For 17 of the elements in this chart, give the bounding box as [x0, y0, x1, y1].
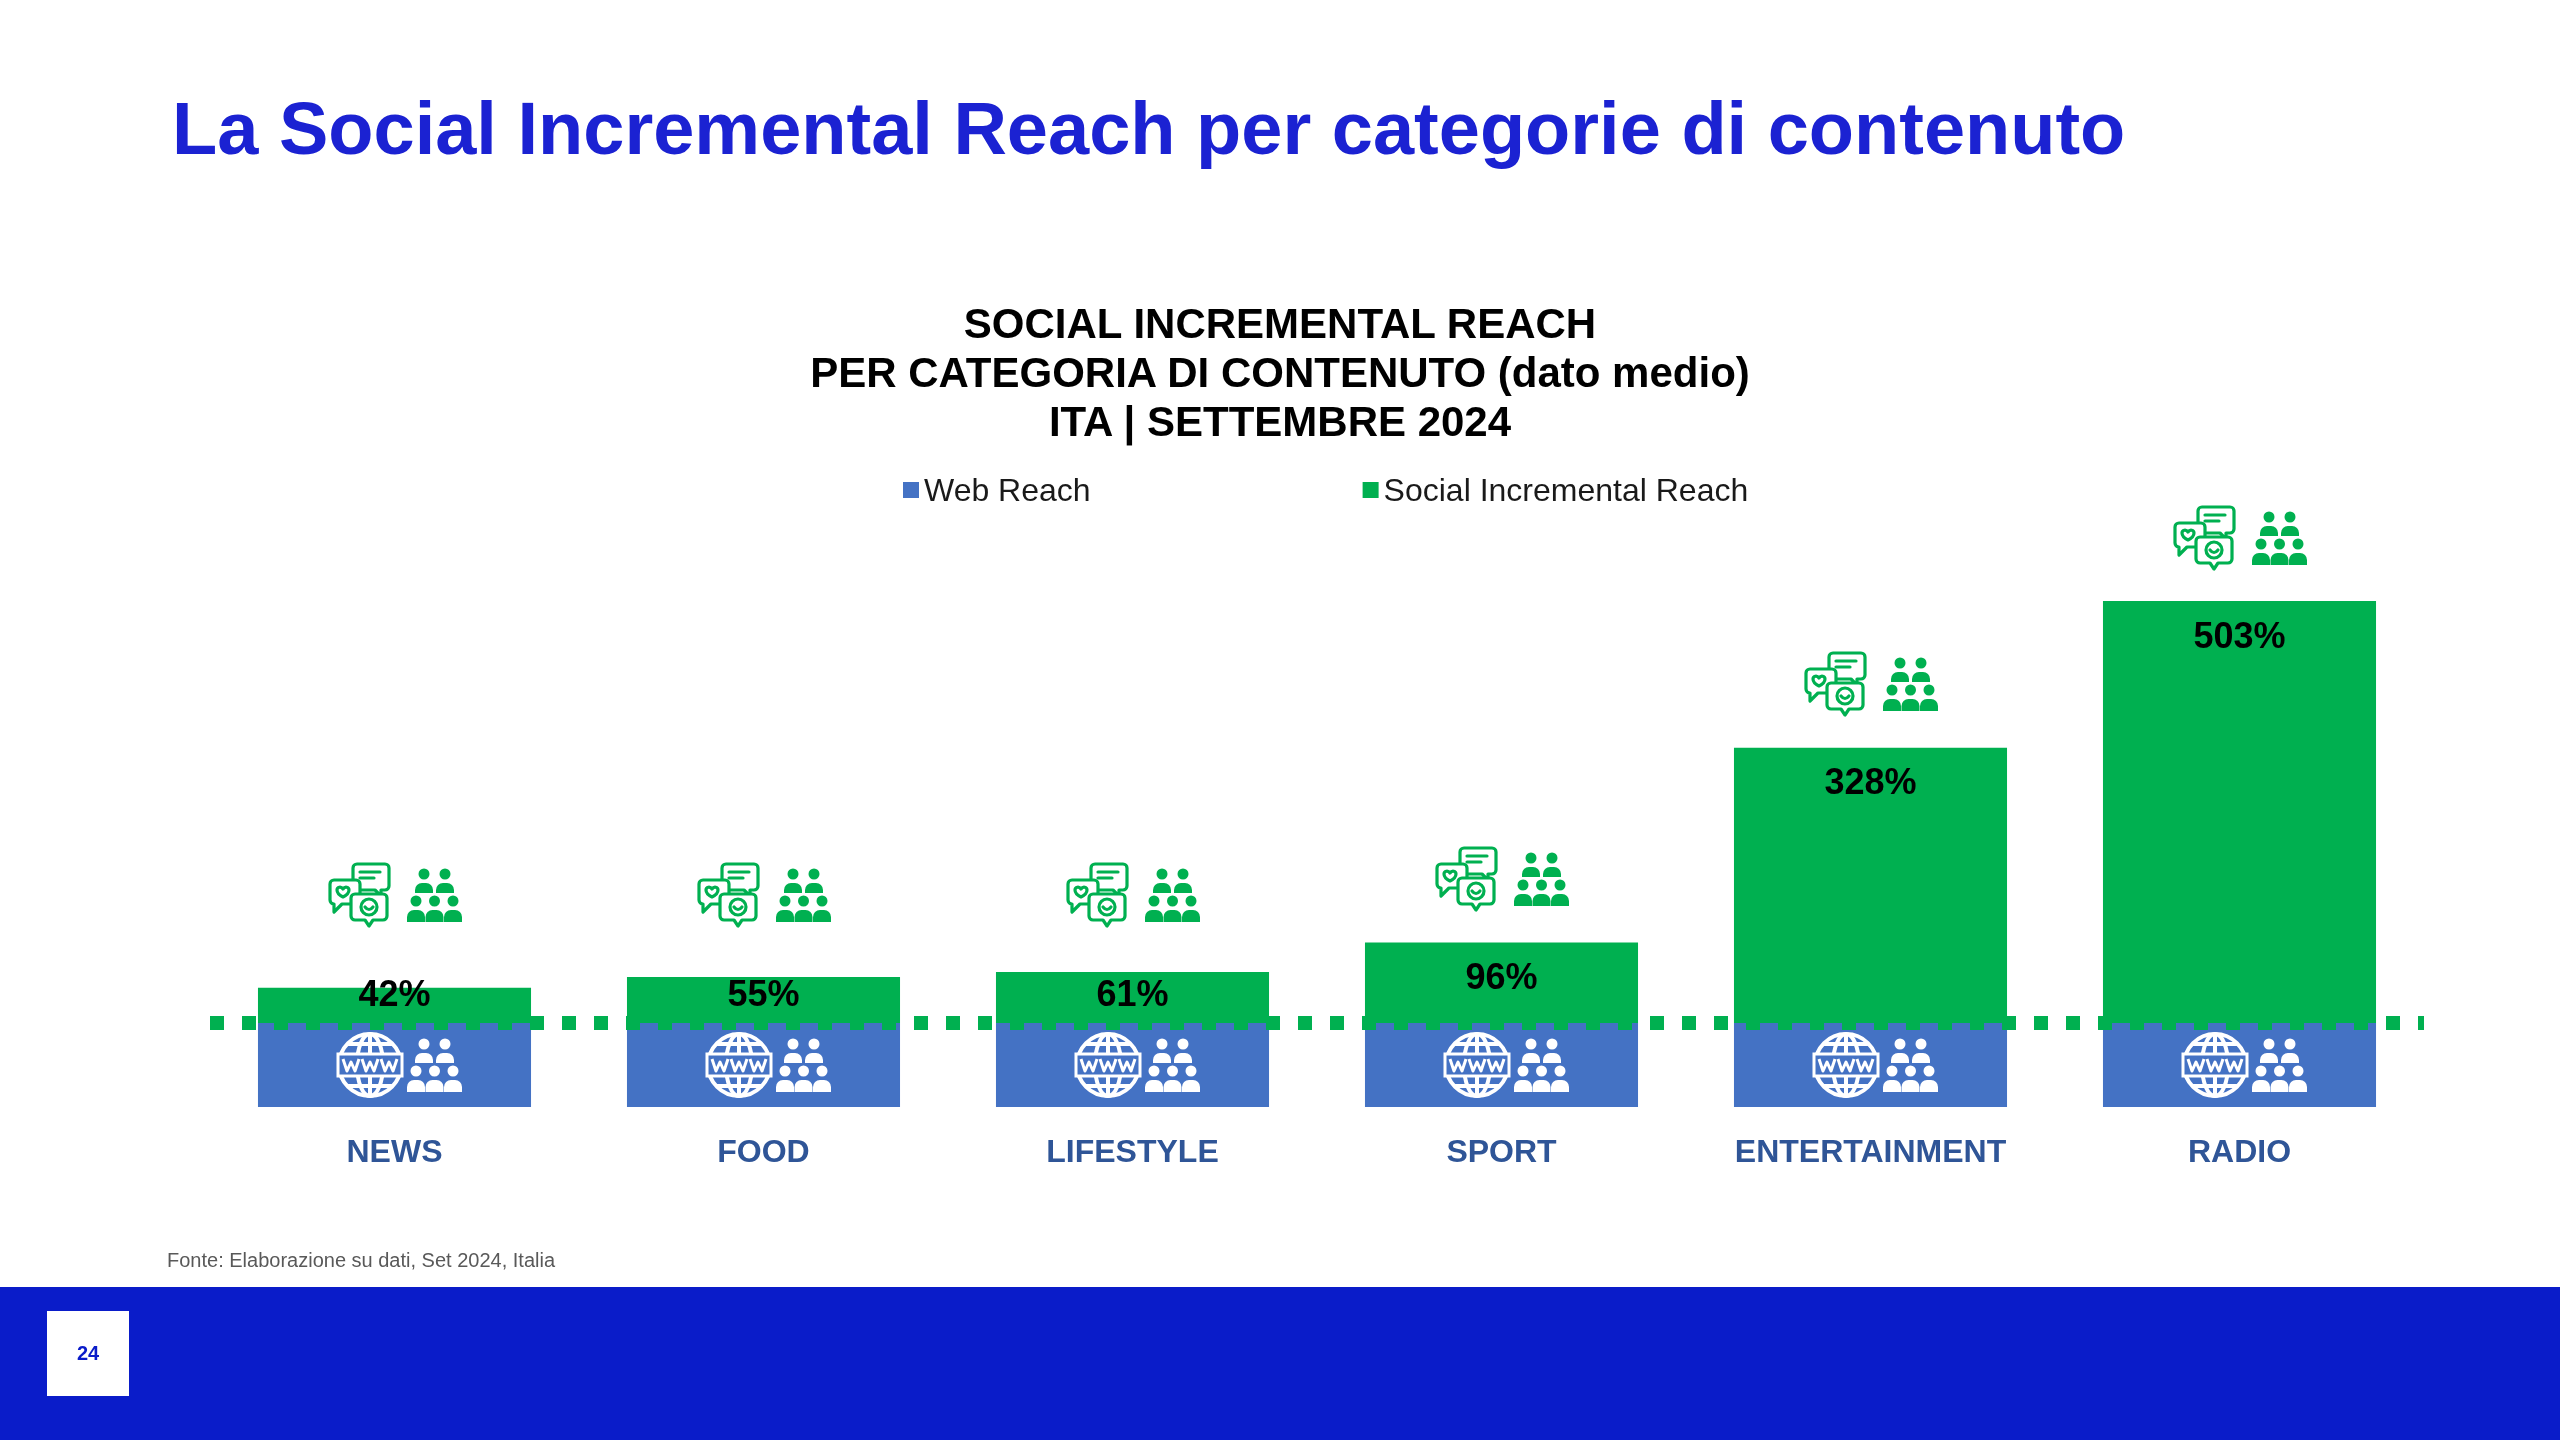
- data-label: 55%: [727, 972, 800, 1014]
- x-tick-label: NEWS: [346, 1133, 443, 1169]
- chart-title: La Social Incremental Reach per categorie di contenuto: [172, 86, 2126, 170]
- x-tick-label: SPORT: [1446, 1133, 1558, 1169]
- x-tick-label: ENTERTAINMENT: [1734, 1133, 2007, 1169]
- legend-label: Web Reach: [924, 472, 1091, 508]
- data-label: 61%: [1096, 972, 1169, 1014]
- page-number-box: 24: [47, 1311, 129, 1396]
- source-note: Fonte: Elaborazione su dati, Set 2024, Italia: [167, 1249, 556, 1271]
- chart-subtitle: SOCIAL INCREMENTAL REACH PER CATEGORIA DI CONTENUTO (dato medio) ITA | SETTEMBRE 2024: [810, 300, 1750, 446]
- x-tick-label: FOOD: [717, 1133, 810, 1169]
- data-label: 96%: [1465, 956, 1538, 998]
- legend-label: Social Incremental Reach: [1383, 472, 1749, 508]
- x-tick-label: RADIO: [2187, 1133, 2292, 1169]
- data-label: 328%: [1824, 761, 1917, 803]
- x-tick-label: LIFESTYLE: [1046, 1133, 1219, 1169]
- data-label: 503%: [2193, 614, 2286, 656]
